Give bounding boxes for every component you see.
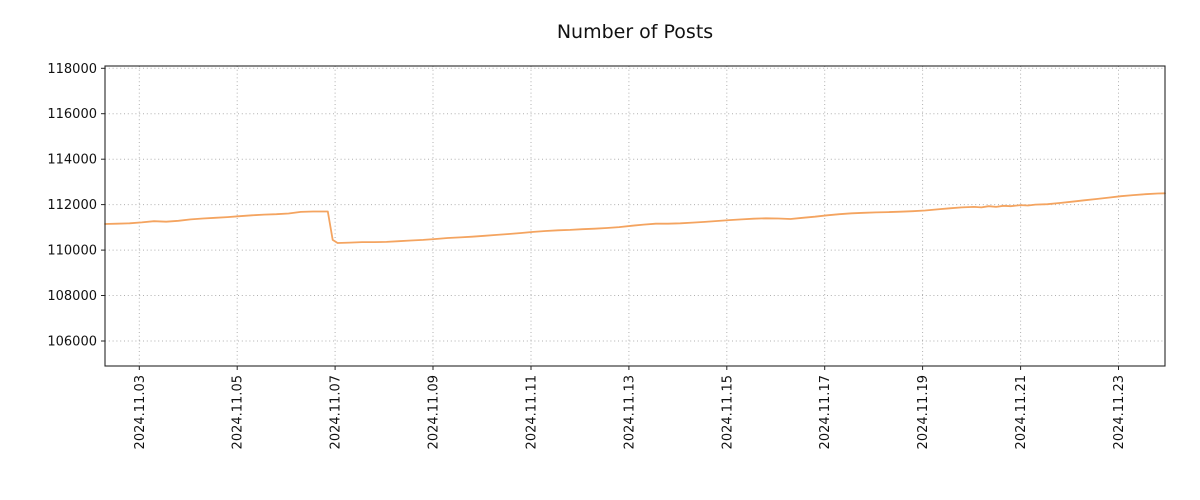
x-tick-label: 2024.11.03 [133, 375, 148, 449]
axes: 106000 108000 110000 112000 114000 116000 1180… [47, 62, 1166, 449]
x-tick-label: 2024.11.05 [231, 375, 246, 449]
data-series [104, 192, 1166, 244]
x-tick-label: 2024.11.23 [1112, 375, 1127, 449]
x-tick-label: 2024.11.19 [916, 375, 931, 449]
y-tick-label: 106000 [47, 335, 97, 350]
y-tick-label: 114000 [47, 153, 97, 168]
x-tick-label: 2024.11.13 [622, 375, 637, 449]
posts-series-line [104, 192, 1166, 244]
plot-border [104, 65, 1166, 367]
x-tick-label: 2024.11.11 [525, 375, 540, 449]
x-tick-label: 2024.11.09 [427, 375, 442, 449]
grid-lines [105, 66, 1165, 366]
chart-title: Number of Posts [557, 21, 713, 43]
y-tick-label: 112000 [47, 198, 97, 213]
x-tick-label: 2024.11.21 [1014, 375, 1029, 449]
x-tick-label: 2024.11.07 [329, 375, 344, 449]
x-tick-label: 2024.11.17 [818, 375, 833, 449]
y-tick-label: 116000 [47, 107, 97, 122]
y-tick-label: 110000 [47, 244, 97, 259]
y-tick-label: 118000 [47, 62, 97, 77]
y-tick-label: 108000 [47, 289, 97, 304]
x-tick-label: 2024.11.15 [720, 375, 735, 449]
